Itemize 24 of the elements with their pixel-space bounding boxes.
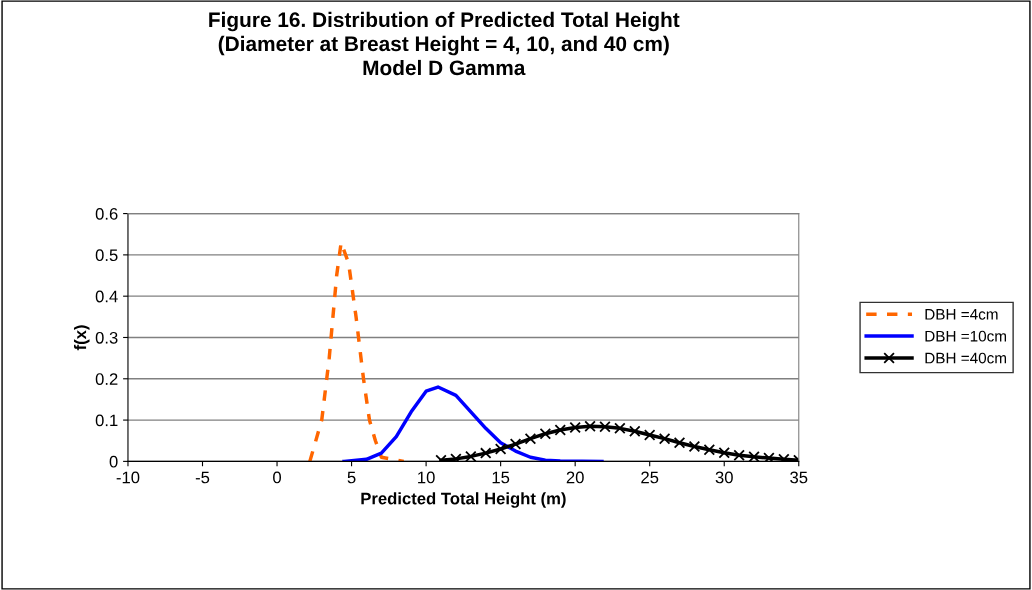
x-tick-label: 5 [347,471,356,484]
y-axis-title: f(x) [73,325,90,351]
x-tick-label: 35 [790,471,808,484]
x-axis-title: Predicted Total Height (m) [361,492,566,508]
line-series [342,385,604,462]
legend-label: DBH =4cm [925,309,998,320]
x-tick-label: 10 [418,471,435,484]
x-tick-label: -10 [116,471,140,484]
x-tick-label: 25 [641,471,659,484]
chart-title: Figure 16. Distribution of Predicted Total Height (Diameter at Breast Height = 4, 10, and 40 cm) Model D Gamma [209,11,680,76]
y-tick-label: 0.4 [95,290,118,303]
y-tick-label: 0.3 [95,331,118,344]
x-tick-label: 20 [566,471,584,484]
y-tick-label: 0 [109,455,118,468]
x-tick-label: 15 [492,471,510,484]
y-tick-label: 0.5 [95,249,118,262]
legend-label: DBH =10cm [925,330,1007,342]
x-tick-label: 30 [715,471,733,484]
y-tick-label: 0.2 [95,373,118,385]
x-tick-label: 0 [273,471,282,484]
y-tick-label: 0.1 [95,414,118,427]
x-tick-label: -5 [195,471,210,484]
y-tick-label: 0.6 [95,207,118,220]
legend-label: DBH =40cm [925,352,1007,364]
